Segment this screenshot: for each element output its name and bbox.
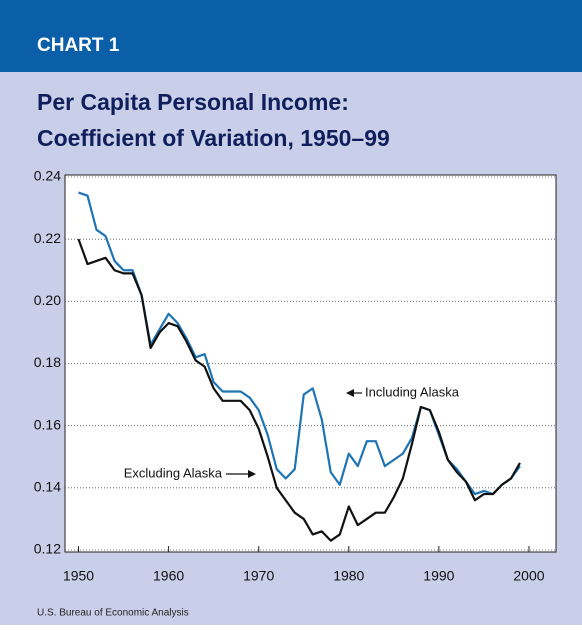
annotation-arrowhead [248,470,256,478]
x-tick-label: 1970 [243,568,274,584]
annotation: Including Alaska [365,384,460,399]
y-tick-label: 0.16 [34,416,61,432]
annotation: Excluding Alaska [124,465,223,480]
series-line [77,238,521,542]
chart-label: CHART 1 [37,35,120,56]
chart-title: Per Capita Personal Income: [37,89,349,115]
annotation-arrowhead [346,389,354,397]
y-tick-label: 0.24 [34,168,61,184]
header-band [0,0,582,72]
chart-title: Coefficient of Variation, 1950–99 [37,125,390,151]
x-tick-label: 1990 [423,568,454,584]
source-note: U.S. Bureau of Economic Analysis [37,608,189,619]
x-tick-label: 2000 [513,568,544,584]
plot: 0.12 0.14 0.16 0.18 0.20 0.22 0.24 1950 1960 1970… [34,168,556,584]
y-tick-label: 0.20 [34,292,61,308]
y-tick-label: 0.14 [34,479,61,495]
x-tick-label: 1950 [63,568,94,584]
y-tick-label: 0.18 [34,354,61,370]
x-tick-label: 1960 [153,568,184,584]
x-tick-label: 1980 [333,568,364,584]
y-tick-label: 0.12 [34,541,61,557]
y-tick-label: 0.22 [34,230,61,246]
